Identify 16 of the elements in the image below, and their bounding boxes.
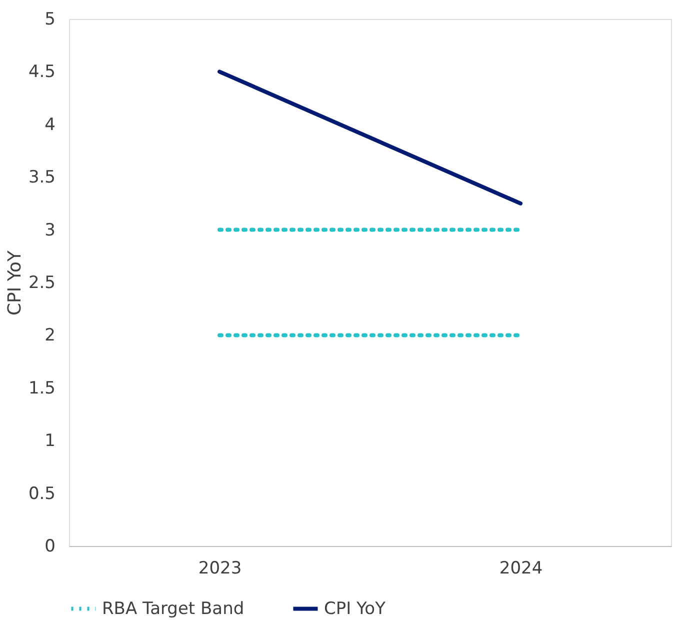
- y-tick-label: 3: [44, 220, 56, 240]
- y-tick-label: 5: [44, 10, 56, 30]
- x-tick-label: 2023: [198, 558, 242, 578]
- y-tick-label: 4.5: [28, 62, 56, 82]
- y-tick-label: 0.5: [28, 484, 56, 504]
- y-tick-label: 2.5: [28, 273, 56, 293]
- y-tick-label: 0: [44, 536, 56, 556]
- x-tick-label: 2024: [499, 558, 543, 578]
- legend-label: CPI YoY: [324, 598, 386, 619]
- y-tick-label: 3.5: [28, 168, 56, 188]
- y-tick-label: 2: [44, 326, 56, 346]
- y-tick-label: 1: [44, 431, 56, 452]
- legend-label: RBA Target Band: [102, 598, 244, 619]
- y-tick-label: 1.5: [28, 378, 56, 398]
- y-axis-title: CPI YoY: [4, 249, 26, 316]
- y-tick-label: 4: [44, 114, 56, 135]
